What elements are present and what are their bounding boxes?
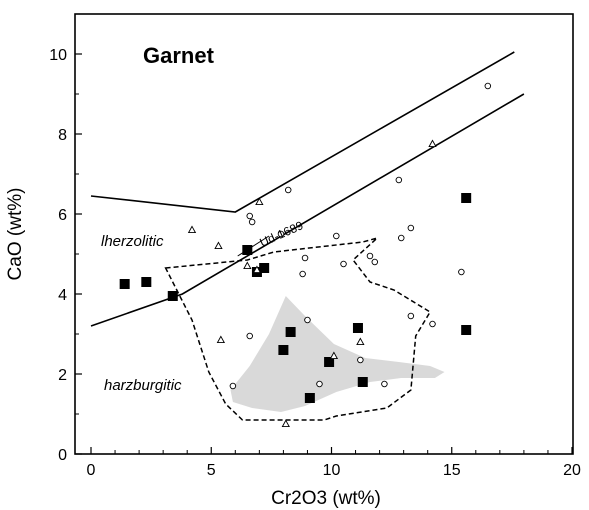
boundary-line-1 (90, 51, 515, 213)
data-point-triangle (428, 139, 437, 148)
data-point-circle (484, 82, 492, 90)
data-point-triangle (214, 241, 223, 250)
x-tick-label: 0 (87, 462, 96, 479)
y-tick-label: 0 (58, 447, 67, 464)
x-tick-label: 5 (207, 462, 216, 479)
data-point-triangle (243, 261, 252, 270)
data-point-circle (246, 212, 253, 220)
x-tick-label: 10 (323, 462, 341, 479)
data-point-circle (371, 258, 379, 266)
data-point-circle (381, 380, 388, 388)
data-point-circle (248, 218, 256, 226)
lherzolitic-field-label: lherzolitic (101, 233, 164, 250)
data-point-circle (366, 252, 374, 260)
data-point-square (141, 277, 152, 287)
data-point-square (324, 357, 335, 367)
data-point-square (259, 263, 270, 273)
data-point-square (461, 193, 472, 203)
dashed-field-boundary (164, 237, 432, 421)
harzburgitic-field-label: harzburgitic (104, 377, 182, 394)
data-point-square (119, 279, 130, 289)
y-tick-label: 2 (58, 367, 67, 384)
data-point-square (352, 323, 363, 333)
data-point-square (357, 377, 368, 387)
data-point-circle (301, 254, 309, 262)
y-tick-label: 4 (58, 287, 67, 304)
data-point-triangle (216, 335, 226, 344)
data-point-square (304, 393, 315, 403)
data-point-circle (229, 382, 237, 390)
chart-title: Garnet (143, 43, 215, 68)
data-point-circle (397, 234, 405, 242)
y-tick-label: 10 (49, 47, 67, 64)
data-point-circle (316, 380, 323, 388)
plot-frame (74, 13, 574, 455)
data-point-triangle (329, 351, 339, 360)
data-point-circle (340, 260, 347, 268)
data-point-circle (299, 270, 306, 278)
tick-layer: 0 5 10 15 20 0 2 4 6 8 10 (49, 13, 581, 479)
y-axis-title: CaO (wt%) (5, 188, 26, 281)
data-point-circle (395, 176, 403, 184)
plot-layer (90, 51, 525, 428)
data-point-circle (304, 316, 311, 324)
data-point-circle (246, 332, 253, 340)
data-point-circle (407, 312, 415, 320)
data-point-square (285, 327, 296, 337)
data-point-triangle (187, 225, 197, 234)
x-tick-label: 15 (443, 462, 461, 479)
data-point-square (242, 245, 253, 255)
y-tick-label: 6 (58, 207, 67, 224)
data-point-triangle (255, 197, 264, 206)
data-point-circle (333, 232, 340, 240)
ud-1689-label: Ud-1689 (258, 218, 306, 250)
x-tick-label: 20 (563, 462, 581, 479)
data-point-triangle (281, 419, 290, 428)
data-point-square (461, 325, 472, 335)
boundary-line-2 (90, 93, 525, 327)
y-tick-label: 8 (58, 127, 67, 144)
data-point-circle (407, 224, 415, 232)
data-point-square (278, 345, 289, 355)
x-axis-title: Cr2O3 (wt%) (271, 488, 381, 509)
data-point-circle (277, 230, 285, 238)
data-point-circle (357, 356, 364, 364)
data-point-triangle (356, 337, 365, 346)
data-point-circle (284, 186, 292, 194)
shaded-field (230, 296, 445, 412)
data-point-triangle (252, 265, 262, 274)
data-point-circle (429, 320, 436, 328)
data-point-circle (458, 268, 465, 276)
data-point-square (167, 291, 178, 301)
